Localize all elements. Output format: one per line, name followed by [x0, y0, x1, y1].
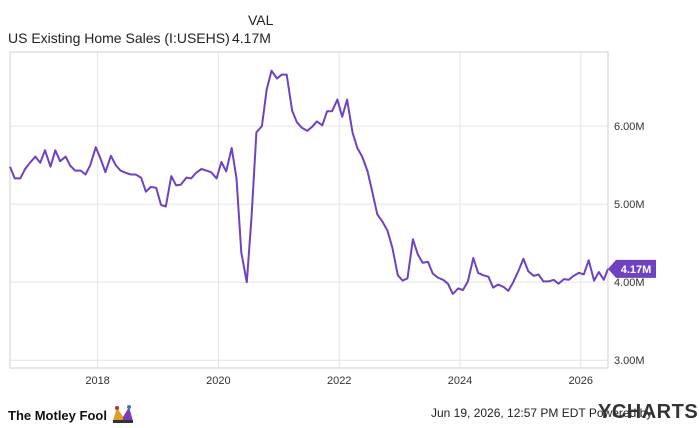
timestamp: Jun 19, 2026, 12:57 PM EDT Powered by: [431, 406, 652, 420]
chart-header: VAL US Existing Home Sales (I:USEHS) 4.1…: [0, 0, 700, 52]
x-tick-label: 2018: [85, 375, 109, 387]
last-value-flag: [608, 259, 656, 278]
x-tick-label: 2026: [569, 375, 593, 387]
y-tick-label: 6.00M: [614, 121, 645, 133]
plot-border: [9, 51, 609, 369]
y-axis-tick-labels: 3.00M 4.00M 5.00M 6.00M: [614, 121, 645, 367]
ycharts-logo[interactable]: YCHARTS: [598, 401, 699, 423]
series-line-0: [9, 69, 609, 295]
value-column-header: VAL: [248, 12, 274, 28]
series-name: US Existing Home Sales (I:USEHS): [8, 30, 230, 46]
logo-text: The Motley Fool: [8, 407, 107, 423]
timestamp-text: Jun 19, 2026, 12:57 PM EDT: [431, 406, 586, 420]
x-tick-label: 2020: [206, 375, 230, 387]
y-tick-label: 5.00M: [614, 199, 645, 211]
line-chart: 3.00M 4.00M 5.00M 6.00M 2018 2020 2022 2024 202…: [9, 51, 656, 387]
x-tick-label: 2024: [448, 375, 472, 387]
last-value-flag-layer: 4.17M: [608, 259, 656, 278]
y-tick-label: 4.00M: [614, 277, 645, 289]
y-tick-label: 3.00M: [614, 355, 645, 367]
grid-lines: [10, 52, 608, 368]
jester-hat-icon: [112, 405, 133, 423]
powered-by-text: Powered by: [588, 406, 653, 420]
last-value-label: 4.17M: [621, 264, 652, 276]
motley-fool-logo[interactable]: The Motley Fool: [8, 405, 135, 425]
series-current-value: 4.17M: [232, 30, 271, 46]
chart-footer: The Motley Fool Jun 19, 2026, 12:57 PM E…: [0, 396, 700, 428]
series-layer: [9, 69, 609, 295]
x-axis-tick-labels: 2018 2020 2022 2024 2026: [85, 375, 593, 387]
x-tick-label: 2022: [327, 375, 351, 387]
